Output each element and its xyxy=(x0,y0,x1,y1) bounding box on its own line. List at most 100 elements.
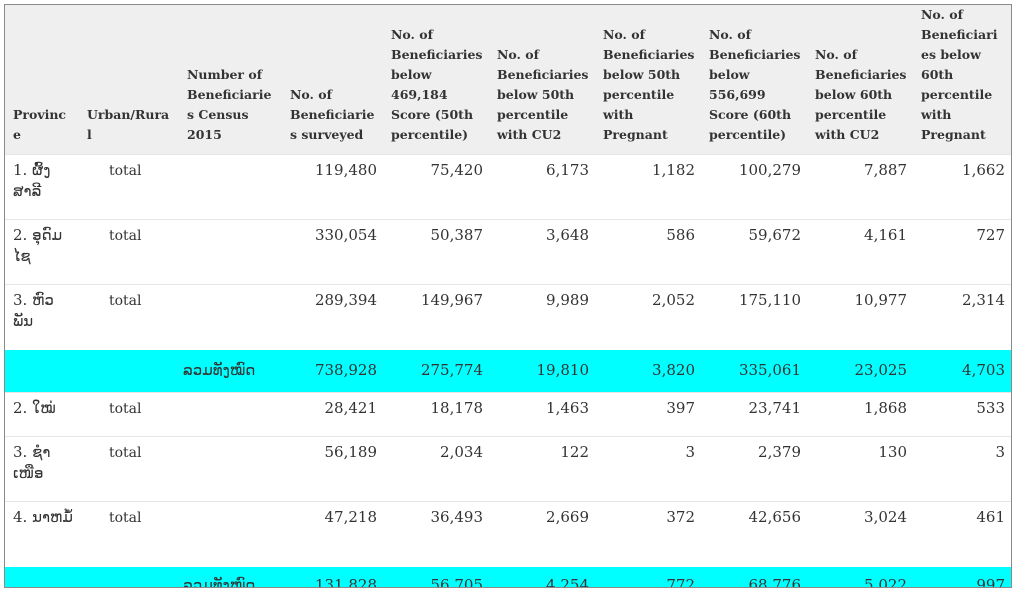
cell-census xyxy=(179,392,282,437)
cell-below-60-pregnant: 727 xyxy=(913,219,1011,285)
header-below-50: No. of Beneficiaries below 469,184 Score… xyxy=(391,27,483,142)
cell-below-60: 68,776 xyxy=(748,576,802,588)
cell-below-60-cu2: 1,868 xyxy=(807,392,913,437)
subtotal-label: ລວມທັງໝົດ xyxy=(183,361,256,380)
cell-below-50-pregnant: 1,182 xyxy=(595,154,701,220)
cell-province xyxy=(5,567,79,588)
cell-below-50-cu2: 122 xyxy=(489,436,595,502)
cell-surveyed: 330,054 xyxy=(282,219,383,285)
cell-below-50-cu2: 6,173 xyxy=(489,154,595,220)
cell-below-60-cu2: 130 xyxy=(807,436,913,502)
cell-urban-rural xyxy=(79,567,179,588)
cell-surveyed: 28,421 xyxy=(282,392,383,437)
cell-below-50: 36,493 xyxy=(383,501,489,567)
cell-below-50: 56,705 xyxy=(430,576,484,588)
cell-below-60-pregnant: 3 xyxy=(913,436,1011,502)
cell-urban-rural: total xyxy=(79,501,179,567)
table-row: 3. ຊຳເໜືອ total 56,189 2,034 122 3 2,379… xyxy=(5,436,1011,502)
cell-below-60-cu2: 23,025 xyxy=(854,361,908,380)
cell-census xyxy=(179,501,282,567)
cell-urban-rural: total xyxy=(79,284,179,350)
cell-surveyed: 738,928 xyxy=(314,361,377,380)
cell-below-50-pregnant: 397 xyxy=(595,392,701,437)
cell-province: 4. ນາຫມໍ້ xyxy=(5,501,79,567)
cell-urban-rural xyxy=(79,350,179,393)
subtotal-row: ລວມທັງໝົດ 738,928 275,774 19,810 3,820 3… xyxy=(5,349,1011,393)
header-urban-rural: Urban/Rural xyxy=(87,107,170,142)
header-below-50-cu2: No. of Beneficiaries below 50th percenti… xyxy=(497,47,589,142)
cell-below-50: 149,967 xyxy=(383,284,489,350)
cell-below-50-cu2: 19,810 xyxy=(536,361,590,380)
cell-census xyxy=(179,154,282,220)
cell-urban-rural: total xyxy=(79,392,179,437)
cell-surveyed: 56,189 xyxy=(282,436,383,502)
header-below-60: No. of Beneficiaries below 556,699 Score… xyxy=(709,27,801,142)
cell-below-60: 100,279 xyxy=(701,154,807,220)
cell-below-50-cu2: 4,254 xyxy=(546,576,589,588)
header-below-60-pregnant: No. of Beneficiaries below 60th percenti… xyxy=(921,7,998,142)
header-census: Number of Beneficiaries Census 2015 xyxy=(187,67,272,142)
cell-below-50-cu2: 1,463 xyxy=(489,392,595,437)
table-row: 2. ໃໝ່ total 28,421 18,178 1,463 397 23,… xyxy=(5,392,1011,437)
cell-below-60-pregnant: 2,314 xyxy=(913,284,1011,350)
cell-below-60: 42,656 xyxy=(701,501,807,567)
cell-below-60: 2,379 xyxy=(701,436,807,502)
cell-province: 2. ໃໝ່ xyxy=(5,392,79,437)
cell-surveyed: 289,394 xyxy=(282,284,383,350)
cell-below-50-cu2: 9,989 xyxy=(489,284,595,350)
table-row: 2. ອຸດົມໄຊ total 330,054 50,387 3,648 58… xyxy=(5,219,1011,285)
cell-urban-rural: total xyxy=(79,219,179,285)
header-surveyed: No. of Beneficiaries surveyed xyxy=(290,87,375,142)
cell-below-50-pregnant: 586 xyxy=(595,219,701,285)
cell-urban-rural: total xyxy=(79,154,179,220)
cell-below-60: 23,741 xyxy=(701,392,807,437)
cell-below-60: 175,110 xyxy=(701,284,807,350)
cell-census xyxy=(179,284,282,350)
cell-below-50-cu2: 2,669 xyxy=(489,501,595,567)
cell-below-50: 75,420 xyxy=(383,154,489,220)
beneficiaries-table-container: Province Urban/Rural Number of Beneficia… xyxy=(4,4,1012,588)
cell-below-50-cu2: 3,648 xyxy=(489,219,595,285)
subtotal-row: ລວມທັງໝົດ 131,828 56,705 4,254 772 68,77… xyxy=(5,566,1011,588)
cell-census xyxy=(179,436,282,502)
cell-below-50-pregnant: 3,820 xyxy=(652,361,695,380)
cell-below-60-cu2: 3,024 xyxy=(807,501,913,567)
header-row: Province Urban/Rural Number of Beneficia… xyxy=(5,5,1011,155)
cell-below-60-cu2: 10,977 xyxy=(807,284,913,350)
cell-below-60-cu2: 7,887 xyxy=(807,154,913,220)
cell-below-50-pregnant: 2,052 xyxy=(595,284,701,350)
cell-below-60-cu2: 4,161 xyxy=(807,219,913,285)
beneficiaries-table: Province Urban/Rural Number of Beneficia… xyxy=(5,5,1011,588)
subtotal-label: ລວມທັງໝົດ xyxy=(183,576,256,588)
header-below-60-cu2: No. of Beneficiaries below 60th percenti… xyxy=(815,47,907,142)
cell-province: 2. ອຸດົມໄຊ xyxy=(5,219,79,285)
cell-census xyxy=(179,219,282,285)
cell-province: 3. ຫົວພັນ xyxy=(5,284,79,350)
cell-below-50: 2,034 xyxy=(383,436,489,502)
cell-below-50-pregnant: 772 xyxy=(666,576,695,588)
table-row: 1. ຜົ້ງສາລີ total 119,480 75,420 6,173 1… xyxy=(5,154,1011,220)
cell-below-50-pregnant: 372 xyxy=(595,501,701,567)
cell-urban-rural: total xyxy=(79,436,179,502)
cell-province: 3. ຊຳເໜືອ xyxy=(5,436,79,502)
cell-surveyed: 131,828 xyxy=(314,576,377,588)
cell-province: 1. ຜົ້ງສາລີ xyxy=(5,154,79,220)
cell-surveyed: 47,218 xyxy=(282,501,383,567)
cell-below-60-cu2: 5,022 xyxy=(864,576,907,588)
header-below-50-pregnant: No. of Beneficiaries below 50th percenti… xyxy=(603,27,695,142)
cell-below-50: 275,774 xyxy=(420,361,483,380)
cell-below-50-pregnant: 3 xyxy=(595,436,701,502)
cell-surveyed: 119,480 xyxy=(282,154,383,220)
cell-below-60-pregnant: 461 xyxy=(913,501,1011,567)
cell-below-60: 335,061 xyxy=(738,361,801,380)
table-body: 1. ຜົ້ງສາລີ total 119,480 75,420 6,173 1… xyxy=(5,154,1011,588)
cell-below-60-pregnant: 1,662 xyxy=(913,154,1011,220)
cell-below-50: 50,387 xyxy=(383,219,489,285)
table-row: 4. ນາຫມໍ້ total 47,218 36,493 2,669 372 … xyxy=(5,501,1011,567)
header-province: Province xyxy=(13,107,67,142)
cell-below-50: 18,178 xyxy=(383,392,489,437)
cell-below-60-pregnant: 533 xyxy=(913,392,1011,437)
cell-below-60: 59,672 xyxy=(701,219,807,285)
cell-province xyxy=(5,350,79,393)
table-row: 3. ຫົວພັນ total 289,394 149,967 9,989 2,… xyxy=(5,284,1011,350)
